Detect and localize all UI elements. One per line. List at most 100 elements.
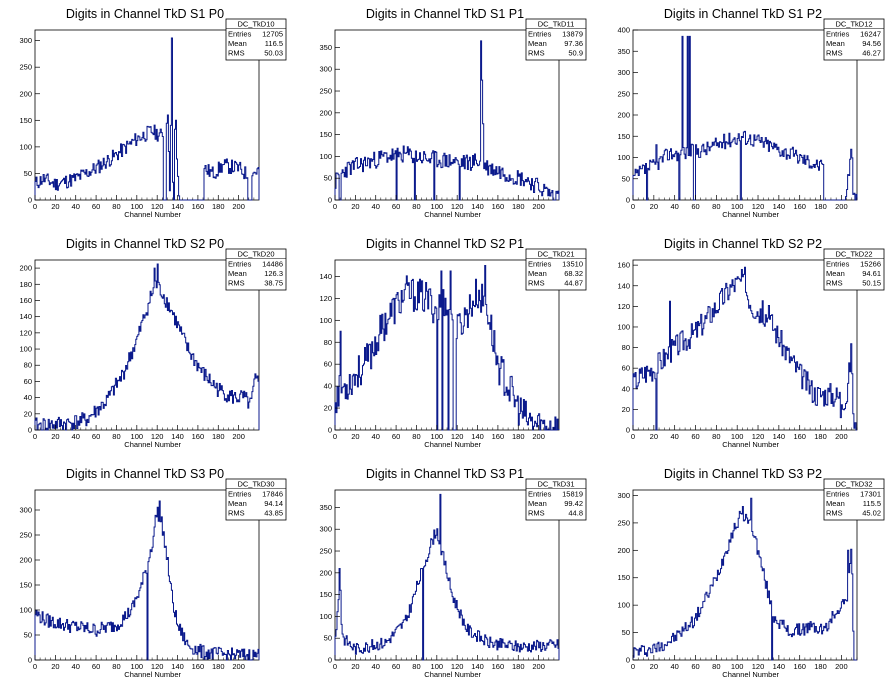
y-tick-label: 50: [24, 631, 32, 640]
stats-rms-label: RMS: [228, 279, 245, 288]
x-tick-label: 40: [372, 662, 380, 671]
x-tick-label: 140: [171, 662, 184, 671]
y-tick-label: 150: [319, 130, 332, 139]
histogram-panel-3: Digits in Channel TkD S2 P0 0 20 40 60 80 100 1…: [19, 237, 287, 449]
y-tick-label: 250: [19, 63, 32, 72]
x-tick-label: 120: [752, 202, 765, 211]
y-tick-label: 200: [617, 111, 630, 120]
x-tick-label: 100: [431, 432, 444, 441]
y-tick-label: 20: [622, 405, 630, 414]
y-tick-label: 350: [319, 43, 332, 52]
y-tick-label: 60: [24, 377, 32, 386]
x-tick-label: 140: [471, 432, 484, 441]
panel-title: Digits in Channel TkD S1 P0: [66, 7, 224, 21]
x-tick-label: 160: [192, 202, 205, 211]
stats-rms-label: RMS: [528, 279, 545, 288]
stats-mean-value: 99.42: [564, 499, 583, 508]
y-tick-label: 100: [19, 345, 32, 354]
y-tick-label: 100: [319, 612, 332, 621]
y-tick-label: 100: [19, 606, 32, 615]
x-tick-label: 60: [691, 662, 699, 671]
histogram-panel-1: Digits in Channel TkD S1 P10501001502002…: [319, 7, 587, 219]
y-tick-label: 300: [617, 491, 630, 500]
stats-entries-value: 13510: [562, 260, 583, 269]
x-tick-label: 140: [171, 432, 184, 441]
x-axis-label: Channel Number: [722, 210, 779, 219]
x-tick-label: 180: [814, 202, 827, 211]
x-tick-label: 40: [671, 662, 679, 671]
x-tick-label: 100: [731, 202, 744, 211]
x-tick-label: 100: [131, 202, 144, 211]
x-tick-label: 60: [92, 662, 100, 671]
x-tick-label: 20: [351, 432, 359, 441]
y-tick-label: 50: [324, 634, 332, 643]
stats-name: DC_TkD31: [537, 480, 574, 489]
x-tick-label: 20: [650, 432, 658, 441]
stats-box: [225, 478, 287, 521]
x-tick-label: 80: [412, 202, 420, 211]
x-tick-label: 40: [671, 202, 679, 211]
x-tick-label: 60: [392, 662, 400, 671]
x-tick-label: 120: [752, 432, 765, 441]
x-tick-label: 20: [351, 202, 359, 211]
y-tick-label: 40: [622, 384, 630, 393]
histogram-line: [632, 497, 857, 661]
x-tick-label: 200: [835, 662, 848, 671]
x-tick-label: 120: [752, 662, 765, 671]
histogram-line: [334, 40, 560, 201]
x-tick-label: 180: [512, 662, 525, 671]
stats-entries-label: Entries: [826, 260, 850, 269]
y-tick-label: 60: [324, 360, 332, 369]
x-tick-label: 200: [232, 662, 245, 671]
x-tick-label: 160: [492, 662, 505, 671]
x-tick-label: 80: [712, 432, 720, 441]
x-tick-label: 80: [112, 662, 120, 671]
stats-mean-value: 116.5: [265, 39, 283, 48]
x-tick-label: 60: [392, 432, 400, 441]
y-tick-label: 0: [626, 426, 630, 435]
panel-title: Digits in Channel TkD S2 P1: [366, 237, 524, 251]
y-tick-label: 150: [319, 590, 332, 599]
y-tick-label: 0: [28, 426, 32, 435]
y-tick-label: 100: [319, 152, 332, 161]
stats-name: DC_TkD12: [835, 20, 872, 29]
y-tick-label: 350: [617, 47, 630, 56]
panel-title: Digits in Channel TkD S1 P1: [366, 7, 524, 21]
plot-frame: [334, 29, 560, 201]
histogram-panel-7: Digits in Channel TkD S3 P10501001502002…: [319, 467, 587, 679]
x-tick-label: 200: [532, 202, 545, 211]
y-tick-label: 150: [617, 573, 630, 582]
stats-box: [823, 18, 885, 61]
y-tick-label: 300: [319, 65, 332, 74]
x-tick-label: 80: [712, 202, 720, 211]
y-tick-label: 250: [319, 87, 332, 96]
x-tick-label: 60: [92, 432, 100, 441]
y-tick-label: 150: [19, 581, 32, 590]
x-tick-label: 0: [33, 432, 37, 441]
x-tick-label: 20: [650, 662, 658, 671]
stats-name: DC_TkD20: [237, 250, 274, 259]
stats-name: DC_TkD10: [237, 20, 274, 29]
y-tick-label: 0: [328, 196, 332, 205]
x-tick-label: 120: [451, 432, 464, 441]
x-tick-label: 200: [232, 202, 245, 211]
histogram-panel-4: Digits in Channel TkD S2 P1 0 20 40 60 80 100 1…: [319, 237, 587, 449]
y-tick-label: 100: [319, 316, 332, 325]
x-tick-label: 40: [372, 202, 380, 211]
x-tick-label: 20: [650, 202, 658, 211]
x-tick-label: 140: [471, 662, 484, 671]
stats-rms-value: 44.8: [568, 509, 583, 518]
x-tick-label: 100: [131, 662, 144, 671]
y-tick-label: 120: [617, 302, 630, 311]
x-axis-label: Channel Number: [424, 210, 481, 219]
stats-mean-value: 115.5: [863, 499, 881, 508]
x-axis-label: Channel Number: [424, 670, 481, 679]
y-tick-label: 80: [622, 343, 630, 352]
x-tick-label: 140: [773, 202, 786, 211]
y-tick-label: 300: [19, 36, 32, 45]
y-tick-label: 50: [622, 174, 630, 183]
stats-entries-label: Entries: [528, 490, 552, 499]
x-axis-label: Channel Number: [124, 210, 181, 219]
y-tick-label: 300: [319, 525, 332, 534]
x-tick-label: 140: [471, 202, 484, 211]
